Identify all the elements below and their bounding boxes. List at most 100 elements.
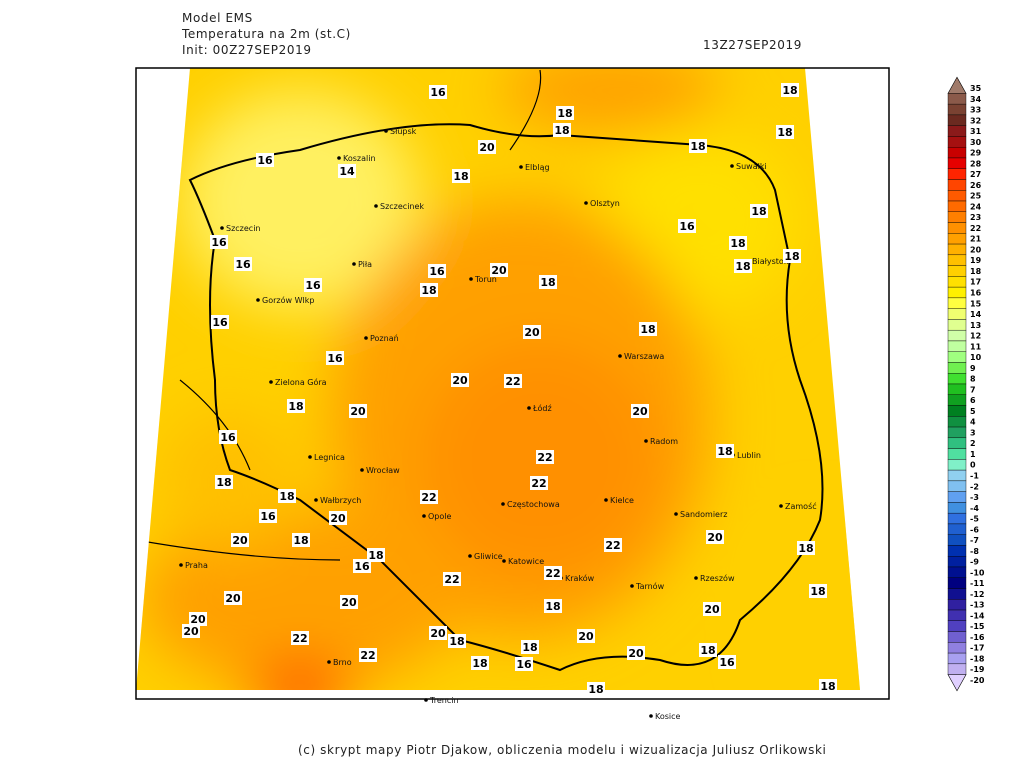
city-label: Poznań xyxy=(370,334,399,343)
colorbar-label: 34 xyxy=(970,95,982,104)
contour-label-box xyxy=(329,511,347,525)
contour-label: 22 xyxy=(360,649,375,662)
contour-label: 16 xyxy=(327,352,343,365)
colorbar-label: -15 xyxy=(970,622,985,631)
city-label: Wałbrzych xyxy=(320,496,361,505)
contour-label: 22 xyxy=(444,573,459,586)
colorbar-swatch xyxy=(947,351,967,363)
colorbar-label: 27 xyxy=(970,170,981,179)
colorbar-label: 23 xyxy=(970,213,981,222)
contour-label-box xyxy=(210,235,228,249)
contour-label: 20 xyxy=(628,647,644,660)
city-dot xyxy=(649,714,653,718)
colorbar-label: 29 xyxy=(970,149,982,158)
city-label: Warszawa xyxy=(624,352,664,361)
contour-label-box xyxy=(699,643,717,657)
colorbar-swatch xyxy=(947,276,967,288)
contour-label-box xyxy=(256,153,274,167)
colorbar-label: -4 xyxy=(970,504,979,513)
contour-label-box xyxy=(639,322,657,336)
colorbar-swatch xyxy=(947,157,967,169)
contour-label-box xyxy=(287,399,305,413)
city-label: Kraków xyxy=(565,573,595,583)
city-dot xyxy=(604,498,608,502)
contour-label-box xyxy=(750,204,768,218)
contour-label-box xyxy=(729,236,747,250)
city-dot xyxy=(337,156,341,160)
contour-label-box xyxy=(451,373,469,387)
colorbar-label: -8 xyxy=(970,547,979,556)
city-label: Piła xyxy=(358,260,372,269)
contour-label: 16 xyxy=(235,258,251,271)
contour-label-box xyxy=(278,489,296,503)
contour-label: 16 xyxy=(719,656,735,669)
colorbar-label: 7 xyxy=(970,385,976,394)
contour-label-box xyxy=(504,374,522,388)
contour-label-box xyxy=(304,278,322,292)
contour-label: 22 xyxy=(605,539,620,552)
colorbar-label: -14 xyxy=(970,611,985,620)
contour-label-box xyxy=(443,572,461,586)
contour-label-box xyxy=(338,164,356,178)
colorbar-label: 4 xyxy=(970,418,976,427)
contour-label-box xyxy=(556,106,574,120)
city-label: Częstochowa xyxy=(507,500,560,509)
colorbar-label: 10 xyxy=(970,353,982,362)
colorbar-swatch xyxy=(947,599,967,611)
contour-label: 18 xyxy=(472,657,487,670)
city-label: Katowice xyxy=(508,557,544,566)
contour-label: 18 xyxy=(730,237,745,250)
colorbar-label: 26 xyxy=(970,181,982,190)
colorbar-swatch xyxy=(947,448,967,460)
colorbar-swatch xyxy=(947,545,967,557)
colorbar-swatch xyxy=(947,588,967,600)
city-label: Koszalin xyxy=(343,154,376,163)
contour-label-box xyxy=(429,85,447,99)
contour-label: 22 xyxy=(537,451,552,464)
colorbar-label: -12 xyxy=(970,590,984,599)
city-label: Słupsk xyxy=(390,127,417,136)
contour-label-box xyxy=(515,657,533,671)
colorbar-label: -10 xyxy=(970,568,985,577)
city-label: Elbląg xyxy=(525,163,550,172)
colorbar-label: 11 xyxy=(970,342,982,351)
colorbar-label: -20 xyxy=(970,676,985,685)
city-label: Legnica xyxy=(314,453,345,462)
contour-label: 18 xyxy=(784,250,799,263)
city-dot xyxy=(179,563,183,567)
city-dot xyxy=(644,439,648,443)
city-label: Rzeszów xyxy=(700,573,735,583)
contour-label-box xyxy=(219,430,237,444)
contour-label: 22 xyxy=(292,632,307,645)
city-dot xyxy=(256,298,260,302)
contour-label: 20 xyxy=(232,534,248,547)
colorbar-swatch xyxy=(947,480,967,492)
colorbar-swatch xyxy=(947,254,967,266)
city-label: Gorzów Wlkp xyxy=(262,295,314,305)
contour-label: 18 xyxy=(279,490,294,503)
contour-label: 16 xyxy=(212,316,228,329)
colorbar-swatch xyxy=(947,652,967,665)
contour-label: 20 xyxy=(491,264,507,277)
colorbar-swatch xyxy=(947,491,967,503)
contour-label: 18 xyxy=(700,644,715,657)
contour-label-box xyxy=(259,509,277,523)
colorbar-swatch xyxy=(947,459,967,471)
city-label: Gliwice xyxy=(474,552,503,561)
contour-label-box xyxy=(231,533,249,547)
colorbar-label: 32 xyxy=(970,116,981,125)
city-dot xyxy=(360,468,364,472)
colorbar-label: 3 xyxy=(970,428,976,437)
temperature-field xyxy=(136,68,860,690)
colorbar-label: 33 xyxy=(970,106,981,115)
colorbar-label: 9 xyxy=(970,364,976,373)
colorbar-label: 28 xyxy=(970,159,982,168)
contour-label-box xyxy=(224,591,242,605)
city-label: Toruń xyxy=(474,275,497,284)
contour-label: 16 xyxy=(354,560,370,573)
colorbar-label: -18 xyxy=(970,654,985,663)
colorbar-swatch xyxy=(947,319,967,331)
contour-label-box xyxy=(734,259,752,273)
